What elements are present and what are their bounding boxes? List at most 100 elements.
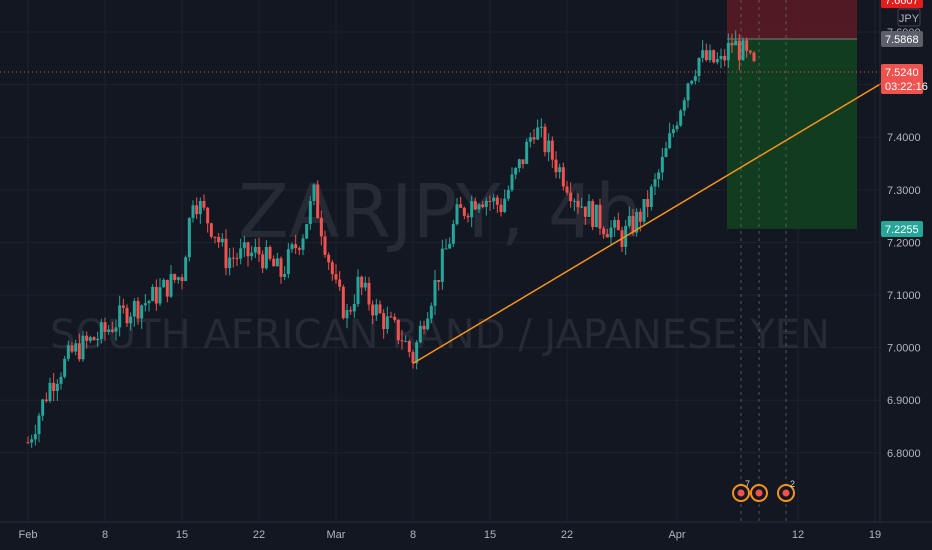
candle [547,140,551,153]
candle [587,201,591,217]
candle [422,325,426,330]
candle [290,244,294,250]
candle [686,83,690,101]
position-zones[interactable] [727,0,857,229]
stop-loss-tag-text: 7.6607 [885,0,919,7]
candle [583,206,587,217]
candle [715,59,719,63]
candle [345,310,349,319]
candle [283,273,287,277]
last-price-tag-bg [881,63,923,94]
candle [143,303,147,306]
event-icon[interactable]: 2 [777,479,795,502]
candle [184,257,188,282]
candle [653,179,657,187]
candle [202,201,206,208]
currency-label[interactable]: JPY [897,8,921,27]
candle [506,189,510,199]
last-price-tag-text: 7.5240 [885,67,919,79]
candle [404,341,408,343]
candle [169,274,173,297]
x-tick-label: 8 [102,529,108,541]
candle [389,316,393,318]
event-icon-dot [755,489,763,497]
candle [191,205,195,219]
candle [514,168,518,175]
candle [213,236,217,238]
candle [616,220,620,231]
candle [231,257,235,259]
candle [162,279,166,288]
candle [668,133,672,149]
candle [484,200,488,207]
candle [327,254,331,263]
candle [748,50,752,53]
candle [646,199,650,207]
candle [745,40,749,51]
candle [492,197,496,202]
candle [44,399,48,402]
candle [239,248,243,259]
candle [48,382,52,402]
candle [246,242,250,257]
candles [26,30,756,448]
candle [393,316,397,320]
candle [81,335,85,360]
y-tick-label: 7.4000 [887,132,921,144]
candle [429,305,433,319]
candle [85,335,89,341]
candle [580,206,584,208]
candle [635,211,639,233]
candle [605,234,609,238]
candle [158,287,162,304]
event-badge: 2 [790,479,795,489]
event-badge: 7 [745,479,750,489]
candle [671,129,675,134]
candle [129,316,133,324]
stop-zone[interactable] [727,0,857,39]
candle [407,341,411,353]
price-axis[interactable]: 7.60007.50007.40007.30007.20007.10007.00… [887,27,921,460]
candle [569,192,573,202]
candle [92,337,96,341]
candle [382,313,386,329]
candle [308,200,312,225]
candle [272,258,276,267]
y-tick-label: 6.8000 [887,448,921,460]
currency-label-text: JPY [899,13,920,25]
stop-loss-tag: 7.6607 [881,0,923,9]
candle [734,40,738,46]
trendline[interactable] [412,73,898,365]
y-tick-label: 7.2000 [887,237,921,249]
event-lines [740,0,787,522]
event-icon-dot [782,489,790,497]
event-icon[interactable] [750,484,768,502]
target-tag: 7.2255 [881,220,923,237]
candle [598,204,602,229]
event-icon[interactable]: 7 [732,479,750,502]
candle [206,207,210,224]
time-axis[interactable]: Feb 8 15 22 Mar 8 15 22 Apr 12 19 [19,529,882,541]
candle [264,247,268,269]
x-tick-label: Feb [19,529,38,541]
candle [114,327,118,332]
candle [165,279,169,297]
candle [99,322,103,339]
candle [539,126,543,128]
candle [301,238,305,250]
candle [374,304,378,316]
candle [173,274,177,280]
target-tag-bg [881,220,923,237]
candle [433,279,437,306]
price-tags: 7.6607 7.5868 7.5240 03:22:16 7.2255 [881,0,928,237]
candle [125,307,129,324]
y-tick-label: 6.9000 [887,395,921,407]
candle [77,343,81,360]
candle [136,301,140,319]
candle [63,358,67,377]
target-zone[interactable] [727,38,857,229]
candle [319,218,323,237]
grid-lines [0,0,880,522]
